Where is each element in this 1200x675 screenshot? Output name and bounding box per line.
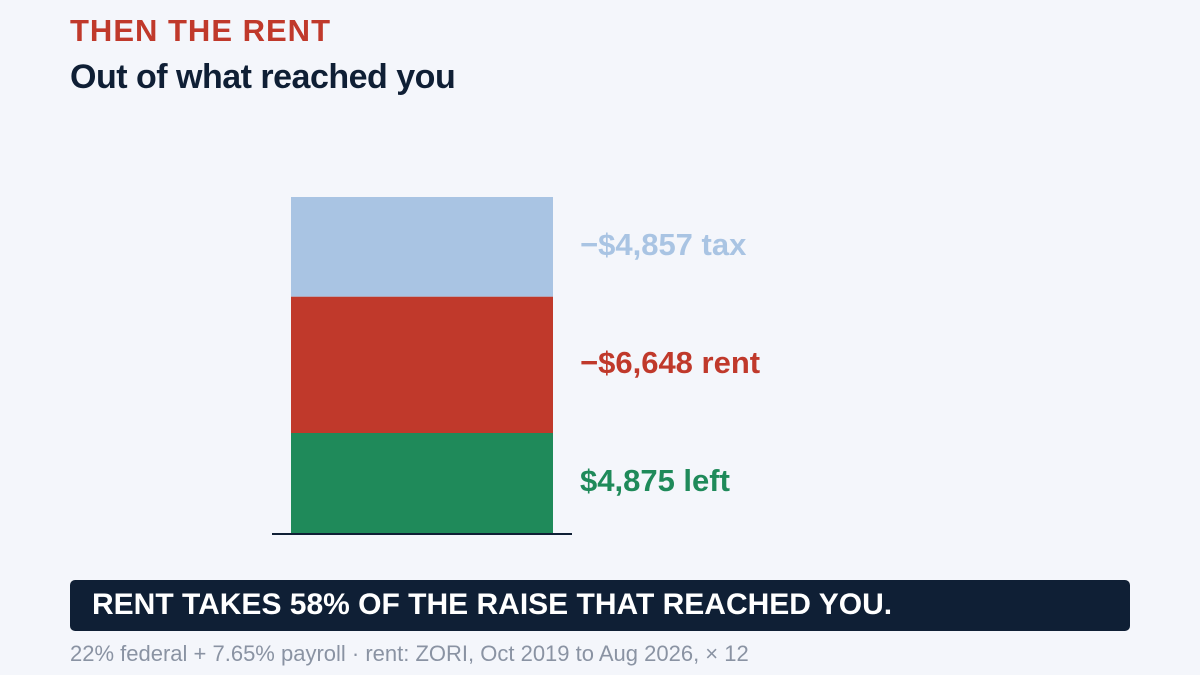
footnote: 22% federal + 7.65% payroll · rent: ZORI… [70, 641, 749, 666]
value-label: −$6,648 rent [580, 345, 760, 380]
bar-segment [291, 296, 553, 433]
bar-segment [291, 433, 553, 533]
value-label: $4,875 left [580, 463, 730, 498]
bar-segment [291, 197, 553, 297]
callout-text: RENT TAKES 58% OF THE RAISE THAT REACHED… [92, 588, 892, 621]
chart-title: THEN THE RENT [70, 13, 331, 48]
callout-box [70, 580, 1130, 631]
chart-subtitle: Out of what reached you [70, 58, 455, 96]
value-label: −$4,857 tax [580, 227, 747, 262]
